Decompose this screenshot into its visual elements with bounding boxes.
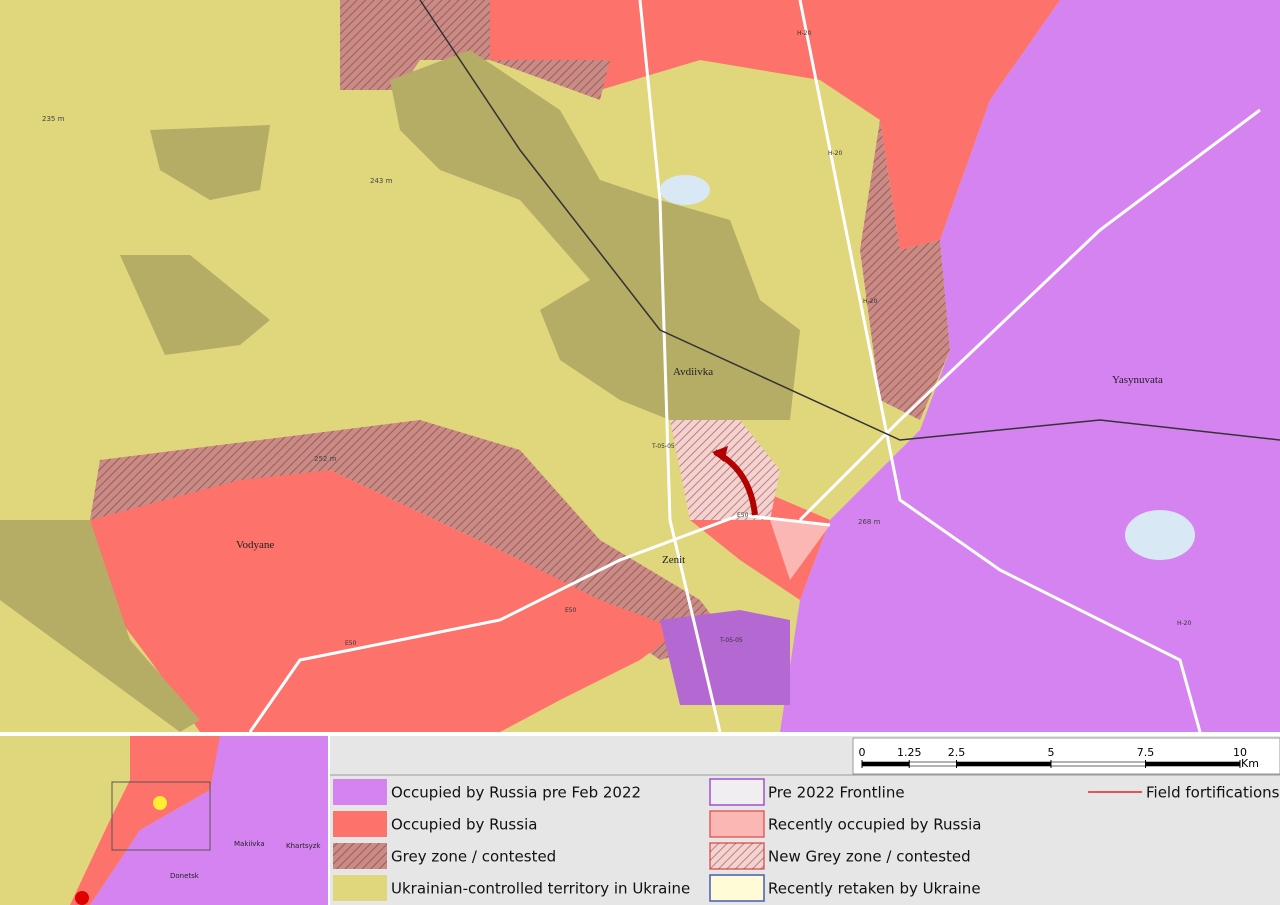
place-label: Zenit [662,554,685,566]
legend-label: Field fortifications [1146,784,1280,802]
place-label: Vodyane [236,539,274,551]
arrow-head [712,446,728,462]
inset-marker [153,796,167,810]
legend-label: Recently occupied by Russia [768,816,981,834]
lake [1125,510,1195,560]
legend-label: New Grey zone / contested [768,848,971,866]
lake [660,175,710,205]
road-label: E50 [345,640,357,647]
road [638,0,722,733]
legend-swatch-hatch [333,843,387,869]
road-label: H-20 [828,150,842,157]
place-label: Avdiivka [673,366,713,378]
place-label: Yasynuvata [1112,374,1163,386]
legend-swatch [709,874,765,902]
road [248,513,831,733]
legend-label: Occupied by Russia pre Feb 2022 [391,784,641,802]
legend-label: Recently retaken by Ukraine [768,880,981,898]
scale-segment [956,761,1052,767]
town-area-occupied [660,610,790,705]
road-label: H-20 [1177,620,1191,627]
railway [419,0,1280,441]
legend-swatch [333,811,387,837]
town-area [150,125,270,200]
scale-label: 2.5 [948,746,966,759]
occupied-area [90,470,680,732]
town-area [390,50,800,420]
legend-swatch [333,779,387,805]
inset-frame [111,781,211,851]
inset-label: Makiivka [234,840,265,848]
scale-label: 10 [1233,746,1247,759]
road-label: H-20 [863,298,877,305]
inset-marker [75,891,89,905]
legend-label: Pre 2022 Frontline [768,784,905,802]
occupied-area [490,0,1060,250]
legend-swatch [333,875,387,901]
legend-label: Ukrainian-controlled territory in Ukrain… [391,880,690,898]
legend-swatch [709,810,765,838]
scale-label: 7.5 [1137,746,1155,759]
elevation-label: 235 m [42,115,65,123]
road [798,108,1261,522]
scale-unit: Km [1241,757,1259,770]
elevation-label: 243 m [370,177,393,185]
legend: Occupied by Russia pre Feb 2022 Occupied … [333,778,1280,902]
road-label: T-05-05 [719,637,743,644]
road-label: E50 [737,512,749,519]
inset-occupied-pre [90,736,328,905]
town-area [0,520,200,732]
inset-occupied [70,736,220,905]
road-label: T-05-05 [651,443,675,450]
town-area [120,255,270,355]
scale-label: 5 [1048,746,1055,759]
inset-label: Donetsk [170,872,200,880]
elevation-label: 252 m [314,455,337,463]
grey-zone-hatch [860,120,950,420]
scale-segment [1050,761,1146,767]
scale-bar-box [852,737,1280,775]
legend-label: Occupied by Russia [391,816,537,834]
inset-map: Donetsk Makiivka Khartsyzk [0,736,328,905]
scale-label: 0 [859,746,866,759]
legend-swatch-hatch [710,843,764,869]
road-label: E50 [565,607,577,614]
scale-segment [908,761,957,767]
road [798,0,1202,733]
legend-label: Grey zone / contested [391,848,556,866]
scale-segment [861,761,910,767]
scale-label: 1.25 [897,746,922,759]
recently-occupied [770,520,830,580]
legend-swatch [709,778,765,806]
inset-label: Khartsyzk [286,842,321,850]
elevation-label: 268 m [858,518,881,526]
road-label: H-20 [797,30,811,37]
scale-segment [1145,761,1241,767]
main-map: Avdiivka Vodyane Zenit Yasynuvata H-20 H… [0,0,1280,733]
